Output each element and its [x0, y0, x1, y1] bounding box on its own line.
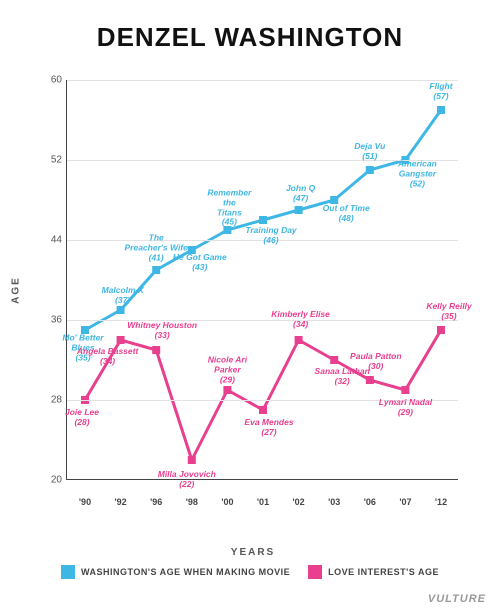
x-tick: '90: [79, 497, 91, 507]
x-tick: '00: [221, 497, 233, 507]
x-axis-label: YEARS: [231, 547, 275, 558]
x-tick: '03: [328, 497, 340, 507]
marker: [223, 386, 231, 394]
point-label: RemembertheTitans(45): [207, 188, 251, 227]
plot-area: '90'92'96'98'00'01'02'03'06'07'12Mo' Bet…: [66, 80, 458, 480]
point-label: Milla Jovovich(22): [158, 470, 216, 490]
marker: [437, 326, 445, 334]
point-label: Training Day(46): [245, 226, 296, 246]
x-tick: '92: [115, 497, 127, 507]
marker: [117, 306, 125, 314]
legend-swatch-love: [308, 565, 322, 579]
x-tick: '01: [257, 497, 269, 507]
point-label: Joie Lee(28): [65, 408, 99, 428]
point-label: Angela Bassett(34): [77, 347, 138, 367]
marker: [259, 406, 267, 414]
marker: [295, 336, 303, 344]
x-tick: '98: [186, 497, 198, 507]
point-label: Whitney Houston(33): [127, 321, 197, 341]
marker: [259, 216, 267, 224]
gridline: [67, 320, 458, 321]
y-tick: 52: [38, 155, 62, 166]
legend-item-denzel: WASHINGTON'S AGE WHEN MAKING MOVIE: [61, 565, 290, 579]
marker: [330, 356, 338, 364]
marker: [117, 336, 125, 344]
series-line-love: [85, 330, 441, 460]
legend-label-denzel: WASHINGTON'S AGE WHEN MAKING MOVIE: [81, 567, 290, 577]
legend-item-love: LOVE INTEREST'S AGE: [308, 565, 439, 579]
marker: [437, 106, 445, 114]
point-label: Out of Time(48): [323, 204, 370, 224]
point-label: Deja Vu(51): [354, 142, 385, 162]
point-label: Paula Patton(30): [350, 352, 401, 372]
chart-title: DENZEL WASHINGTON: [0, 0, 500, 53]
x-tick: '02: [293, 497, 305, 507]
marker: [295, 206, 303, 214]
point-label: Lymari Nadal(29): [379, 398, 432, 418]
y-tick: 44: [38, 235, 62, 246]
point-label: Eva Mendes(27): [244, 418, 293, 438]
y-tick: 28: [38, 395, 62, 406]
point-label: John Q(47): [286, 184, 315, 204]
chart: AGE '90'92'96'98'00'01'02'03'06'07'12Mo'…: [38, 70, 468, 510]
marker: [152, 266, 160, 274]
point-label: He Got Game(43): [173, 253, 227, 273]
gridline: [67, 80, 458, 81]
legend: WASHINGTON'S AGE WHEN MAKING MOVIE LOVE …: [0, 565, 500, 579]
x-tick: '12: [435, 497, 447, 507]
y-tick: 20: [38, 475, 62, 486]
marker: [152, 346, 160, 354]
point-label: AmericanGangster(52): [398, 159, 437, 188]
marker: [366, 166, 374, 174]
legend-label-love: LOVE INTEREST'S AGE: [328, 567, 439, 577]
y-axis-label: AGE: [11, 276, 22, 304]
y-tick: 36: [38, 315, 62, 326]
credit: VULTURE: [428, 593, 486, 605]
x-tick: '96: [150, 497, 162, 507]
point-label: Nicole AriParker(29): [208, 355, 247, 384]
marker: [188, 456, 196, 464]
y-tick: 60: [38, 75, 62, 86]
x-tick: '07: [399, 497, 411, 507]
legend-swatch-denzel: [61, 565, 75, 579]
point-label: Malcolm X(37): [102, 286, 144, 306]
x-tick: '06: [364, 497, 376, 507]
marker: [401, 386, 409, 394]
point-label: Kimberly Elise(34): [271, 310, 330, 330]
point-label: Kelly Reilly(35): [426, 302, 471, 322]
point-label: Flight(57): [429, 82, 452, 102]
